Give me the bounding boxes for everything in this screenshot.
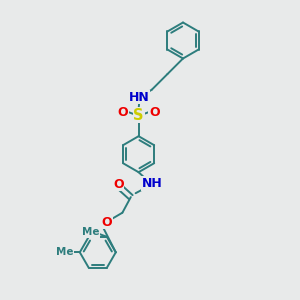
Text: HN: HN (129, 91, 150, 104)
Text: Me: Me (82, 227, 99, 237)
Text: S: S (134, 108, 144, 123)
Text: O: O (118, 106, 128, 119)
Text: NH: NH (141, 177, 162, 190)
Text: Me: Me (56, 247, 74, 257)
Text: O: O (101, 216, 112, 229)
Text: O: O (113, 178, 124, 191)
Text: O: O (149, 106, 160, 119)
